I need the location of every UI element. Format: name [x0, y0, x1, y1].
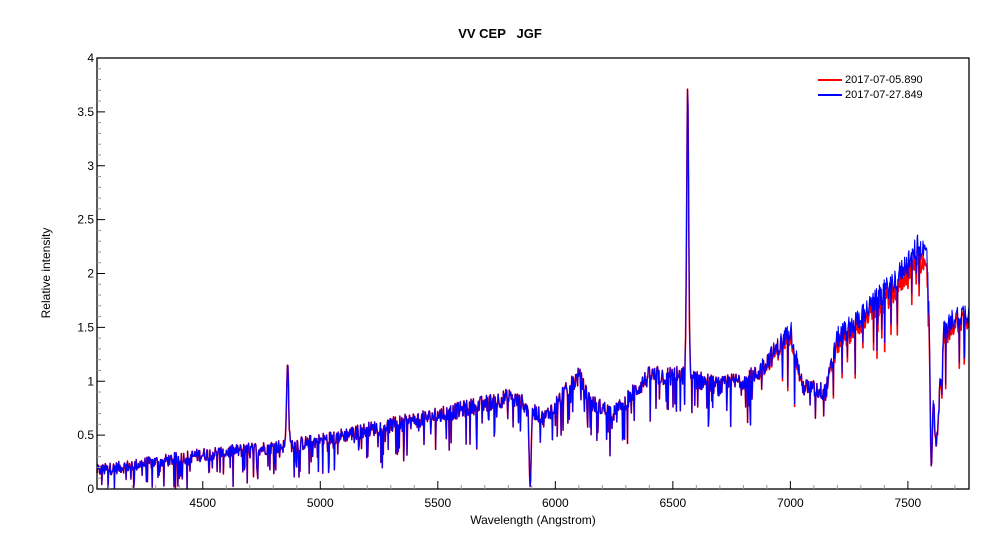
svg-text:0.5: 0.5 — [77, 428, 94, 442]
svg-text:6500: 6500 — [659, 496, 686, 510]
legend-item-blue: 2017-07-27.849 — [818, 87, 923, 102]
svg-text:2.5: 2.5 — [77, 213, 94, 227]
svg-text:7000: 7000 — [777, 496, 804, 510]
legend-swatch-blue — [818, 93, 842, 96]
x-axis-label: Wavelength (Angstrom) — [470, 513, 596, 527]
svg-text:5500: 5500 — [424, 496, 451, 510]
chart-title: VV CEP JGF — [458, 26, 542, 41]
svg-text:4500: 4500 — [189, 496, 216, 510]
svg-text:4: 4 — [87, 51, 94, 65]
legend-label: 2017-07-05.890 — [845, 73, 923, 86]
svg-text:1.5: 1.5 — [77, 320, 94, 334]
svg-text:1: 1 — [87, 374, 94, 388]
legend-item-red: 2017-07-05.890 — [818, 72, 923, 87]
svg-text:3: 3 — [87, 159, 94, 173]
legend-label: 2017-07-27.849 — [845, 88, 923, 101]
axes: 4500 5000 5500 6000 6500 7000 7500 0 0.5 1 1.5 2 2.5… — [77, 51, 970, 510]
svg-text:3.5: 3.5 — [77, 105, 94, 119]
spectrum-series — [96, 88, 970, 490]
legend: 2017-07-05.890 2017-07-27.849 — [818, 72, 923, 102]
svg-text:0: 0 — [87, 482, 94, 496]
svg-text:6000: 6000 — [542, 496, 569, 510]
svg-text:5000: 5000 — [307, 496, 334, 510]
legend-swatch-red — [818, 78, 842, 81]
svg-text:2: 2 — [87, 267, 94, 281]
svg-text:7500: 7500 — [895, 496, 922, 510]
